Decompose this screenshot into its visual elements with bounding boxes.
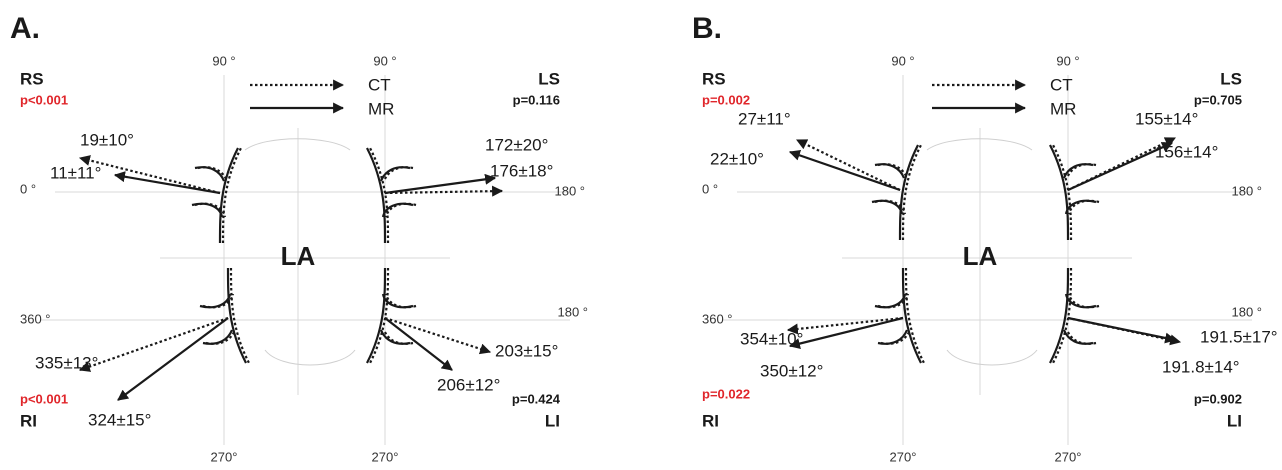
angle-label: 360 °	[702, 311, 733, 326]
angle-label: 360 °	[20, 311, 51, 326]
angle-label: 270°	[372, 449, 399, 464]
p-value: p=0.116	[513, 92, 560, 107]
angle-label: 270°	[1055, 449, 1082, 464]
vein-branch	[195, 167, 224, 181]
mr-angle: 206±12°	[437, 375, 500, 394]
ct-angle: 191.5±17°	[1200, 327, 1278, 346]
mr-angle: 22±10°	[710, 149, 764, 168]
mr-arrow	[790, 318, 903, 346]
angle-label: 0 °	[20, 181, 36, 196]
panel-label: A.	[10, 12, 40, 45]
angle-label: 90 °	[212, 53, 235, 68]
mr-angle: 172±20°	[485, 135, 548, 154]
p-value: p=0.002	[702, 92, 750, 107]
vein-name: RI	[20, 411, 37, 430]
legend-ct: CT	[368, 75, 391, 94]
mr-angle: 11±11°	[50, 163, 101, 182]
ct-angle: 156±14°	[1155, 142, 1218, 161]
p-value: p=0.022	[702, 386, 750, 401]
p-value: p=0.902	[1194, 391, 1242, 406]
ct-angle: 176±18°	[490, 161, 553, 180]
ct-angle: 354±10°	[740, 329, 803, 348]
angle-label: 270°	[890, 449, 917, 464]
ct-arrow	[385, 318, 490, 352]
mr-arrow	[385, 178, 495, 193]
figure: A. LA CT MR 90 ° 90 ° 0 ° 180 ° 360 ° 180 ° 270° 27…	[0, 0, 1282, 470]
angle-label: 180 °	[554, 183, 585, 198]
legend-mr: MR	[368, 99, 394, 118]
angle-label: 90 °	[1056, 53, 1079, 68]
legend-mr: MR	[1050, 99, 1076, 118]
mr-angle: 155±14°	[1135, 109, 1198, 128]
angle-label: 90 °	[373, 53, 396, 68]
mr-angle: 324±15°	[88, 410, 151, 429]
mr-arrow	[1068, 318, 1175, 340]
legend-ct: CT	[1050, 75, 1073, 94]
angle-label: 0 °	[702, 181, 718, 196]
ct-angle: 203±15°	[495, 341, 558, 360]
vein-branch	[1067, 164, 1096, 178]
vein-branch	[875, 164, 904, 178]
atrium-label: LA	[281, 241, 316, 271]
vein-branch	[384, 167, 413, 181]
p-value: p<0.001	[20, 391, 68, 406]
mr-arrow	[790, 152, 900, 190]
p-value: p=0.705	[1194, 92, 1242, 107]
atrium-label: LA	[963, 241, 998, 271]
ct-angle: 335±13°	[35, 353, 98, 372]
mr-angle: 191.8±14°	[1162, 357, 1240, 376]
angle-label: 90 °	[891, 53, 914, 68]
vein-name: LI	[1227, 411, 1242, 430]
vein-name: LS	[538, 69, 560, 88]
mr-arrow	[115, 175, 220, 193]
mr-angle: 350±12°	[760, 361, 823, 380]
vein-name: LS	[1220, 69, 1242, 88]
angle-label: 180 °	[1231, 304, 1262, 319]
vein-name: LI	[545, 411, 560, 430]
p-value: p<0.001	[20, 92, 68, 107]
mr-arrow	[118, 318, 228, 400]
p-value: p=0.424	[512, 391, 561, 406]
mr-arrow	[385, 318, 452, 370]
ct-angle: 19±10°	[80, 130, 134, 149]
angle-label: 180 °	[1231, 183, 1262, 198]
vein-name: RI	[702, 411, 719, 430]
ct-angle: 27±11°	[738, 109, 791, 128]
angle-label: 180 °	[557, 304, 588, 319]
panel-label: B.	[692, 12, 722, 45]
angle-label: 270°	[211, 449, 238, 464]
vein-branch	[1067, 330, 1096, 344]
vein-name: RS	[702, 69, 726, 88]
vein-name: RS	[20, 69, 44, 88]
